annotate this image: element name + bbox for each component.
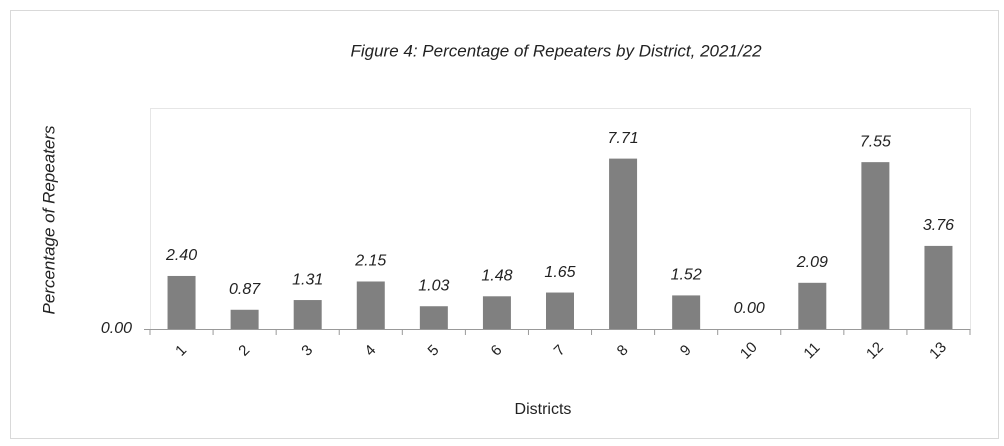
x-tick-label: 13 [926, 339, 950, 363]
bar [293, 300, 322, 329]
bar [356, 281, 385, 329]
x-tick-label: 6 [488, 342, 506, 360]
data-label: 1.03 [418, 277, 449, 294]
x-tick-label: 1 [172, 342, 190, 360]
data-label: 2.15 [354, 253, 386, 270]
data-label: 7.71 [608, 130, 639, 147]
bar [798, 282, 827, 329]
bar [672, 295, 701, 329]
x-tick-label: 10 [737, 339, 761, 363]
bar [167, 275, 196, 329]
x-tick-label: 5 [425, 342, 443, 360]
x-tick-label: 2 [235, 342, 253, 360]
bar [230, 309, 259, 329]
data-label: 7.55 [860, 133, 891, 150]
bar [482, 296, 511, 329]
bar [609, 158, 638, 329]
data-label: 2.09 [796, 254, 828, 271]
data-label: 1.65 [544, 264, 575, 281]
y-tick-label: 0.00 [101, 320, 132, 337]
data-label: 0.00 [734, 300, 765, 317]
x-tick-label: 9 [677, 342, 695, 360]
bar [546, 292, 574, 329]
data-label: 2.40 [165, 247, 197, 264]
x-axis-label: Districts [515, 401, 572, 418]
chart-title: Figure 4: Percentage of Repeaters by Dis… [350, 41, 762, 60]
data-label: 1.48 [481, 268, 512, 285]
data-label: 0.87 [229, 281, 261, 298]
data-label: 1.31 [292, 271, 323, 288]
bar [861, 162, 890, 329]
chart-border [10, 10, 999, 439]
x-tick-label: 3 [298, 342, 316, 360]
y-axis-label: Percentage of Repeaters [39, 125, 58, 315]
data-label: 3.76 [923, 217, 954, 234]
x-tick-label: 8 [614, 342, 632, 360]
x-tick-label: 12 [863, 339, 887, 363]
data-label: 1.52 [671, 267, 702, 284]
bar [419, 306, 448, 329]
x-tick-label: 7 [551, 342, 569, 360]
x-tick-label: 11 [800, 339, 823, 362]
x-tick-label: 4 [361, 342, 379, 360]
bar [924, 245, 953, 329]
